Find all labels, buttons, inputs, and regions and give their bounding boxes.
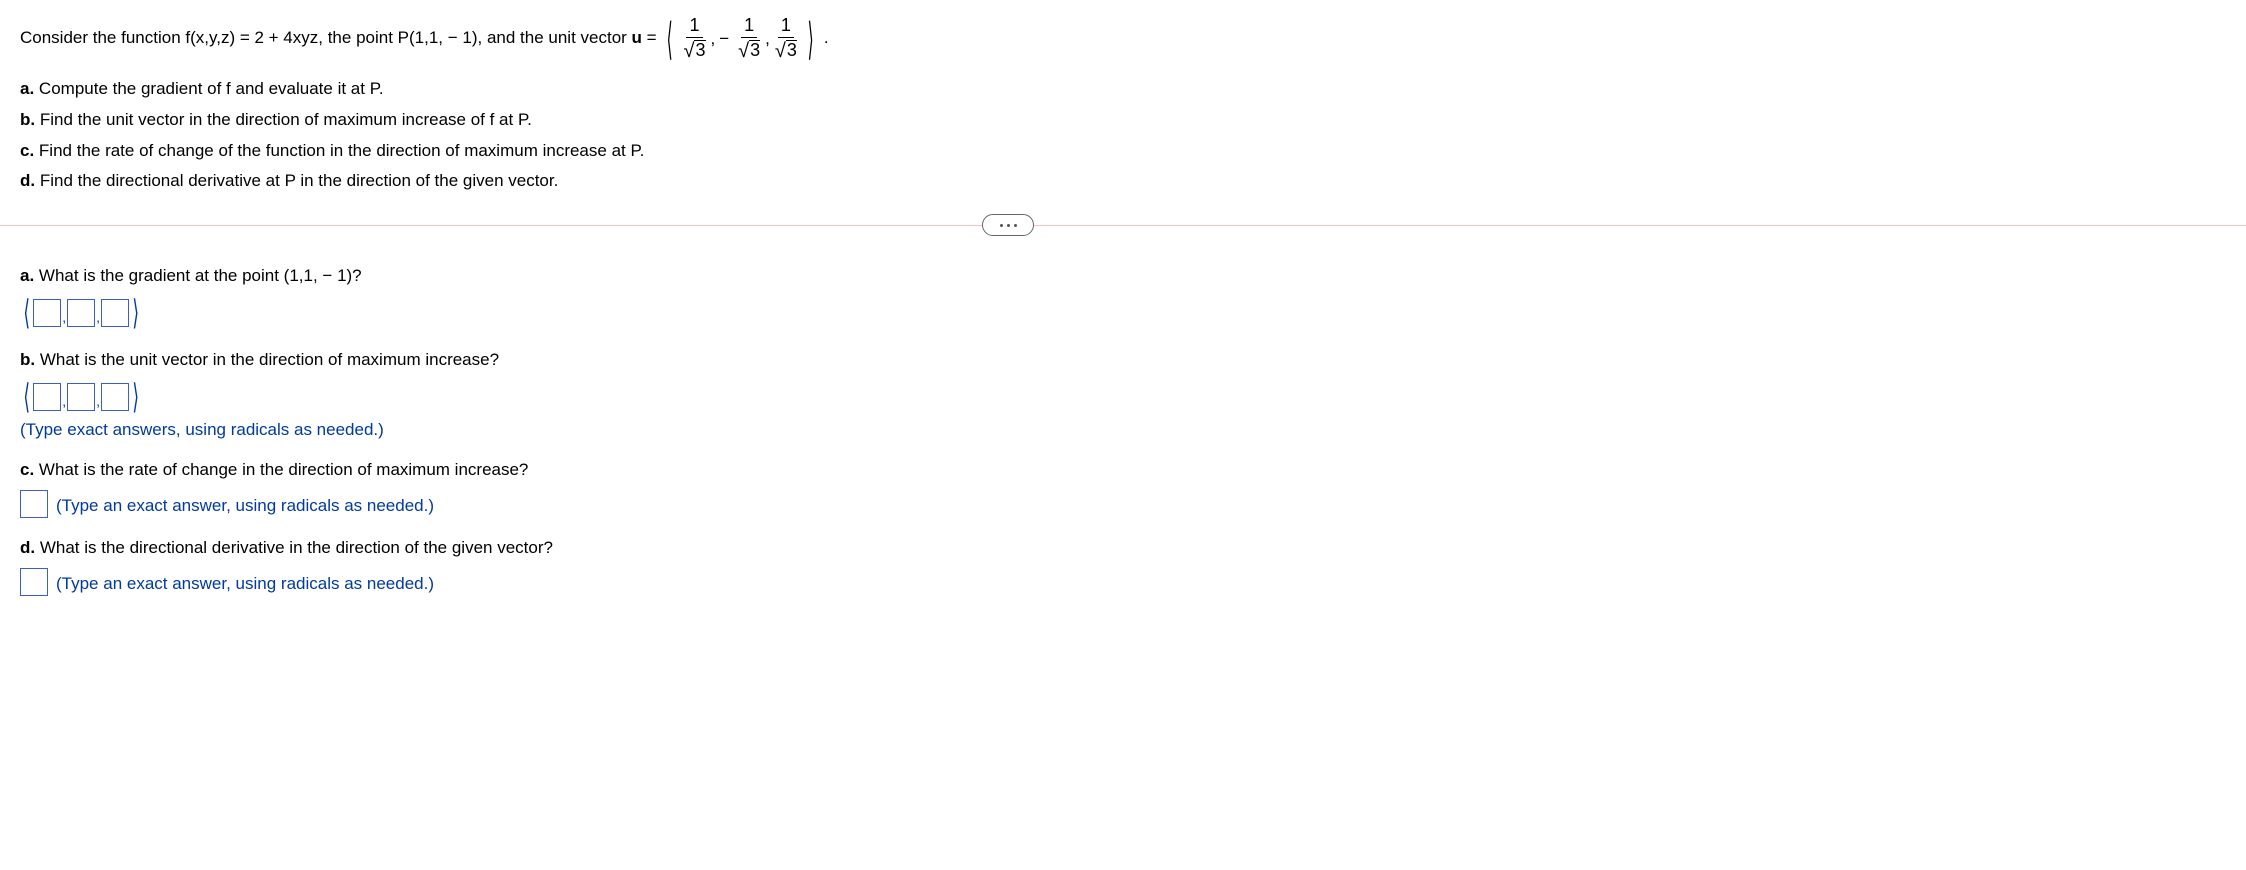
angle-bracket-right-icon: ⟩ <box>132 296 139 330</box>
subpart-b: b. Find the unit vector in the direction… <box>20 106 2226 135</box>
comma: , <box>96 393 100 414</box>
problem-statement: Consider the function f(x,y,z) = 2 + 4xy… <box>20 16 2226 61</box>
hint-c: (Type an exact answer, using radicals as… <box>56 496 434 516</box>
section-divider <box>20 214 2226 238</box>
subpart-c: c. Find the rate of change of the functi… <box>20 137 2226 166</box>
subparts-list: a. Compute the gradient of f and evaluat… <box>20 75 2226 197</box>
question-a: a. What is the gradient at the point (1,… <box>20 266 2226 330</box>
vector-comp-1: 1 √3 <box>681 16 709 61</box>
answer-input-b2[interactable] <box>67 383 95 411</box>
answer-input-a3[interactable] <box>101 299 129 327</box>
unit-vector-display: ⟨ 1 √3 , − 1 √3 , 1 √3 ⟩ <box>661 16 819 61</box>
dot-icon <box>1000 224 1003 227</box>
angle-bracket-left-icon: ⟨ <box>667 18 673 62</box>
divider-line <box>0 225 2246 226</box>
minus-sign: − <box>719 25 729 52</box>
answer-input-a2[interactable] <box>67 299 95 327</box>
answer-input-c[interactable] <box>20 490 48 518</box>
problem-intro: Consider the function f(x,y,z) = 2 + 4xy… <box>20 28 632 47</box>
answer-input-a1[interactable] <box>33 299 61 327</box>
dot-icon <box>1007 224 1010 227</box>
hint-b: (Type exact answers, using radicals as n… <box>20 420 2226 440</box>
vector-comp-3: 1 √3 <box>772 16 800 61</box>
vector-u-symbol: u <box>632 28 642 47</box>
answer-input-b3[interactable] <box>101 383 129 411</box>
period: . <box>824 28 829 47</box>
comma-1: , <box>711 25 716 52</box>
subpart-a: a. Compute the gradient of f and evaluat… <box>20 75 2226 104</box>
equals-sign: = <box>647 28 662 47</box>
angle-bracket-right-icon: ⟩ <box>807 18 813 62</box>
comma: , <box>62 393 66 414</box>
more-options-button[interactable] <box>982 214 1034 236</box>
answer-vector-b: ⟨ , , ⟩ <box>20 380 2226 414</box>
subpart-d: d. Find the directional derivative at P … <box>20 167 2226 196</box>
angle-bracket-left-icon: ⟨ <box>23 380 30 414</box>
question-c: c. What is the rate of change in the dir… <box>20 460 2226 518</box>
angle-bracket-left-icon: ⟨ <box>23 296 30 330</box>
comma: , <box>96 309 100 330</box>
vector-comp-2: 1 √3 <box>735 16 763 61</box>
answer-vector-a: ⟨ , , ⟩ <box>20 296 2226 330</box>
hint-d: (Type an exact answer, using radicals as… <box>56 574 434 594</box>
angle-bracket-right-icon: ⟩ <box>132 380 139 414</box>
question-b: b. What is the unit vector in the direct… <box>20 350 2226 440</box>
answer-input-b1[interactable] <box>33 383 61 411</box>
question-d: d. What is the directional derivative in… <box>20 538 2226 596</box>
comma: , <box>62 309 66 330</box>
dot-icon <box>1014 224 1017 227</box>
comma-2: , <box>765 25 770 52</box>
answer-input-d[interactable] <box>20 568 48 596</box>
